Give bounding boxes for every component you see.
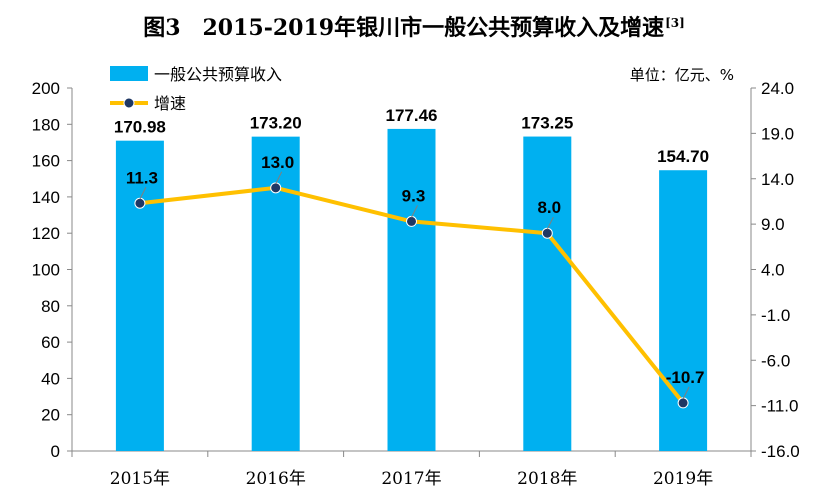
left-tick-label: 80 (41, 297, 60, 316)
left-tick-label: 0 (51, 442, 60, 461)
data-labels: 170.98 173.20 177.46 173.25 154.70 11.3 13.0 9.… (114, 106, 709, 400)
line-point (134, 197, 146, 209)
bar (387, 128, 436, 451)
left-tick-label: 100 (32, 261, 60, 280)
line-point (270, 182, 282, 194)
right-tick-label: 4.0 (761, 261, 785, 280)
legend-line-label: 增速 (154, 94, 186, 113)
left-tick-label: 200 (32, 79, 60, 98)
bar (115, 140, 164, 451)
bar-data-label: 177.46 (386, 106, 438, 125)
legend-bar-label: 一般公共预算收入 (154, 65, 282, 84)
line-data-label: 11.3 (126, 168, 158, 187)
footnote-mark: [3] (665, 15, 685, 30)
right-tick-label: 14.0 (761, 170, 794, 189)
line-label-leader (546, 216, 554, 230)
left-tick-label: 180 (32, 115, 60, 134)
right-tick-label: -11.0 (761, 397, 799, 416)
line-label-leader (411, 205, 418, 218)
line-label-leader (139, 187, 147, 200)
legend: 一般公共预算收入 增速 (110, 65, 282, 113)
left-tick-label: 20 (41, 406, 60, 425)
line-data-label: -10.7 (666, 368, 705, 387)
bar-series (115, 128, 708, 452)
right-tick-label: 24.0 (761, 79, 794, 98)
right-tick-label: 9.0 (761, 215, 785, 234)
line-data-label: 9.3 (402, 186, 426, 205)
x-tick-label: 2015年 (110, 469, 170, 489)
bar-data-label: 173.20 (250, 114, 302, 133)
left-tick-label: 60 (41, 333, 60, 352)
left-tick-label: 40 (41, 369, 60, 388)
left-tick-label: 120 (32, 224, 60, 243)
line-label-leader (275, 171, 283, 185)
x-tick-label: 2019年 (653, 469, 713, 489)
line-data-label: 13.0 (261, 153, 294, 172)
legend-line-marker (123, 97, 135, 109)
right-tick-label: -6.0 (761, 351, 790, 370)
line-point (677, 397, 689, 409)
bar-data-label: 170.98 (114, 118, 166, 137)
axes: 0 20 40 60 80 100 120 140 160 180 200 -16.0 -11.0 -6.… (32, 79, 800, 489)
left-tick-label: 140 (32, 188, 60, 207)
chart-title-text: 图3 2015-2019年银川市一般公共预算收入及增速 (143, 15, 665, 41)
bar (659, 170, 708, 452)
right-tick-label: -1.0 (761, 306, 790, 325)
bar-data-label: 173.25 (521, 114, 573, 133)
x-tick-label: 2018年 (517, 469, 577, 489)
x-tick-label: 2016年 (246, 469, 306, 489)
chart-title: 图3 2015-2019年银川市一般公共预算收入及增速[3] (0, 10, 828, 42)
x-tick-label: 2017年 (381, 469, 441, 489)
line-point (541, 227, 553, 239)
bar-data-label: 154.70 (657, 147, 709, 166)
line-data-label: 8.0 (537, 198, 561, 217)
left-tick-label: 160 (32, 152, 60, 171)
bar (523, 136, 572, 451)
legend-bar-swatch (110, 66, 148, 81)
unit-note: 单位：亿元、% (630, 66, 734, 84)
line-point (406, 215, 417, 227)
line-label-leader (682, 386, 690, 400)
right-tick-label: -16.0 (761, 442, 800, 461)
right-tick-label: 19.0 (761, 124, 794, 143)
